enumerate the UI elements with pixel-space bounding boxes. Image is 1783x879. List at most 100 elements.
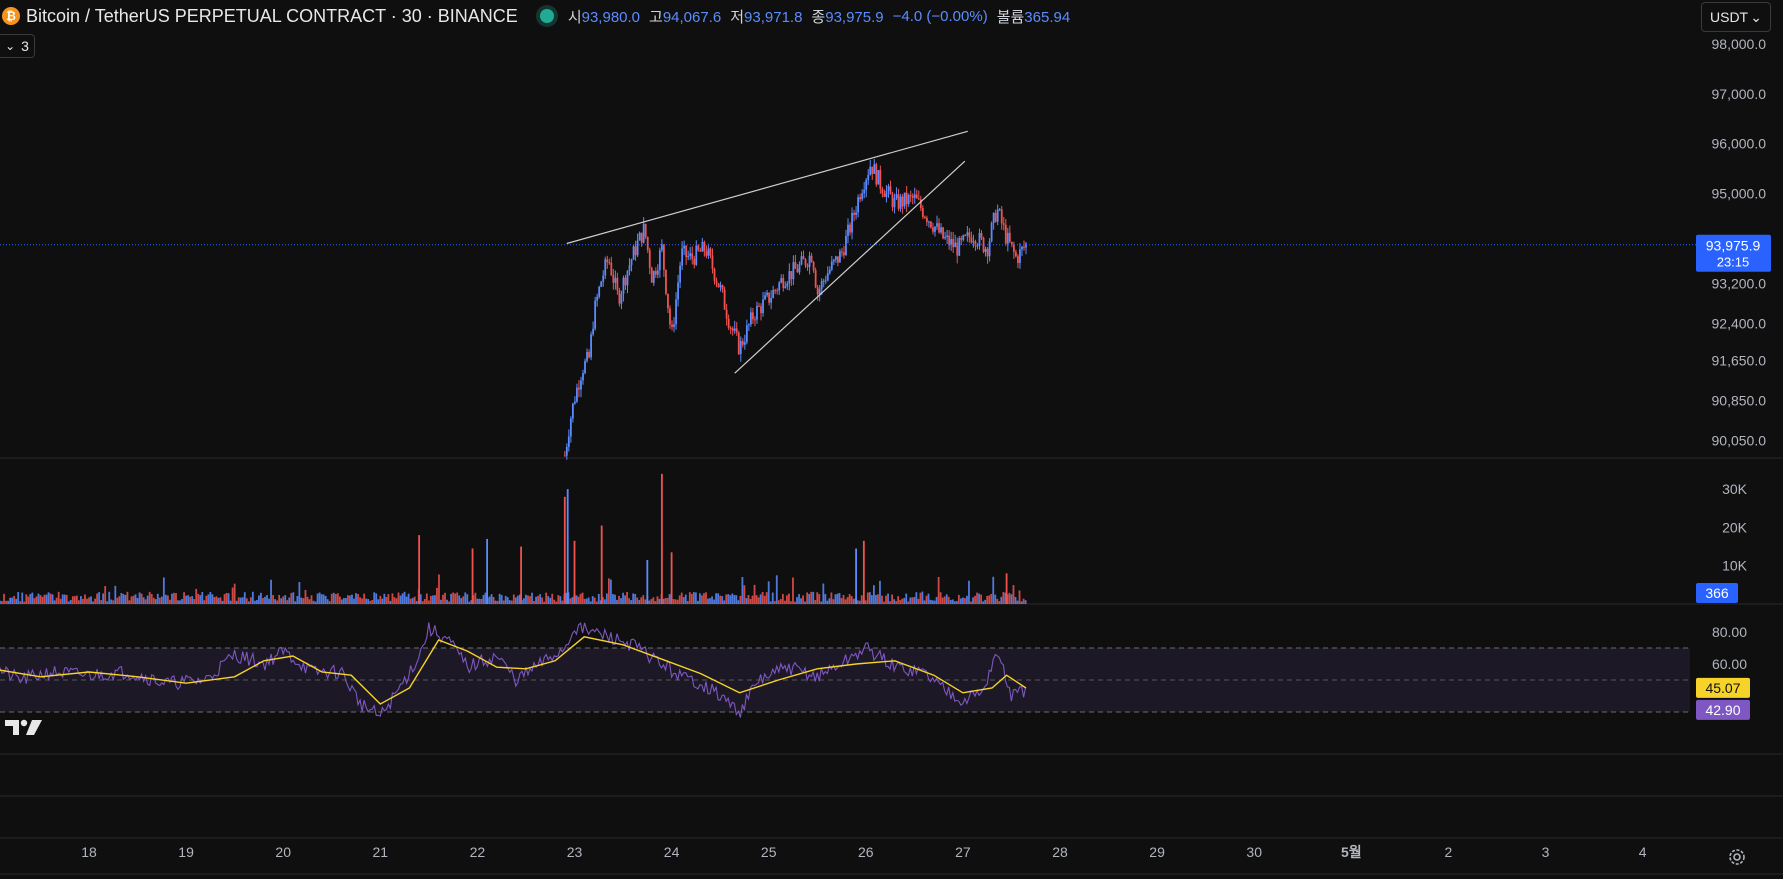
volume-bar bbox=[39, 595, 42, 604]
volume-bar bbox=[332, 592, 335, 604]
volume-bar bbox=[427, 600, 430, 604]
volume-bar bbox=[173, 592, 175, 604]
price-tick-label: 95,000.0 bbox=[1712, 186, 1767, 202]
candle bbox=[709, 248, 712, 256]
volume-bar bbox=[371, 600, 374, 604]
volume-bar bbox=[642, 595, 645, 604]
volume-bar bbox=[266, 595, 268, 604]
volume-bar bbox=[962, 597, 964, 604]
volume-bar bbox=[587, 597, 590, 604]
candle bbox=[725, 309, 728, 319]
candle bbox=[818, 289, 821, 295]
candle bbox=[847, 224, 849, 236]
volume-bar bbox=[274, 599, 277, 604]
volume-bar bbox=[1024, 600, 1027, 604]
volume-bar bbox=[342, 598, 345, 604]
volume-bar bbox=[743, 585, 746, 604]
tradingview-logo-icon[interactable] bbox=[4, 716, 44, 738]
candle bbox=[877, 170, 880, 185]
volume-bar bbox=[403, 591, 406, 604]
volume-bar bbox=[397, 592, 400, 604]
volume-bar bbox=[488, 596, 491, 604]
volume-bar bbox=[688, 592, 691, 604]
gear-icon[interactable] bbox=[1726, 846, 1748, 868]
volume-bar bbox=[816, 592, 819, 604]
volume-bar bbox=[304, 589, 307, 604]
candle bbox=[749, 312, 752, 325]
volume-bar bbox=[968, 580, 970, 604]
volume-bar bbox=[933, 600, 936, 604]
candle bbox=[604, 259, 607, 276]
volume-bar bbox=[844, 599, 847, 604]
currency-select[interactable]: USDT ⌄ bbox=[1701, 2, 1771, 32]
volume-bar bbox=[471, 548, 474, 604]
candle bbox=[907, 195, 910, 205]
trendline bbox=[566, 130, 968, 245]
volume-bar bbox=[506, 597, 509, 604]
volume-bar bbox=[474, 592, 477, 604]
volume-bar bbox=[901, 598, 904, 604]
volume-bar bbox=[494, 600, 497, 604]
candle bbox=[843, 252, 845, 256]
volume-bar bbox=[114, 585, 117, 604]
volume-bar bbox=[369, 600, 372, 604]
volume-bar bbox=[822, 583, 825, 604]
volume-bar bbox=[306, 596, 309, 604]
candle bbox=[964, 235, 967, 237]
volume-bar bbox=[27, 596, 30, 604]
volume-bar bbox=[104, 586, 107, 604]
volume-bar bbox=[19, 601, 22, 604]
candle bbox=[685, 245, 688, 258]
indicators-toggle[interactable]: ⌄ 3 bbox=[0, 34, 35, 58]
indicator-count: 3 bbox=[21, 38, 29, 54]
volume-bar bbox=[751, 595, 754, 604]
candle bbox=[758, 305, 760, 307]
candle bbox=[796, 268, 799, 273]
candle bbox=[782, 278, 785, 288]
x-tick-label: 21 bbox=[373, 844, 389, 860]
volume-bar bbox=[759, 594, 762, 604]
volume-bar bbox=[25, 594, 28, 604]
candle bbox=[938, 223, 940, 233]
volume-bar bbox=[379, 595, 382, 604]
volume-bar bbox=[660, 473, 663, 604]
volume-bar bbox=[870, 595, 873, 604]
volume-bar bbox=[227, 593, 230, 604]
candle bbox=[990, 223, 993, 242]
volume-bar bbox=[589, 601, 592, 604]
volume-bar bbox=[446, 599, 448, 604]
volume-bar bbox=[345, 597, 347, 604]
volume-bar bbox=[33, 598, 36, 604]
volume-bar bbox=[429, 595, 432, 604]
candle bbox=[677, 282, 679, 300]
volume-bar bbox=[148, 591, 151, 604]
volume-bar bbox=[757, 597, 760, 604]
candle bbox=[885, 190, 888, 197]
volume-bar bbox=[41, 596, 44, 604]
volume-bar bbox=[862, 540, 865, 604]
volume-bar bbox=[31, 592, 34, 604]
candle bbox=[940, 227, 942, 233]
volume-bar bbox=[215, 596, 218, 604]
candle bbox=[1012, 244, 1015, 252]
volume-bar bbox=[781, 593, 784, 604]
symbol-title[interactable]: Bitcoin / TetherUS PERPETUAL CONTRACT · … bbox=[26, 5, 518, 26]
volume-bar bbox=[600, 525, 603, 604]
volume-bar bbox=[253, 600, 256, 604]
volume-bar bbox=[189, 596, 192, 604]
candle bbox=[760, 306, 762, 314]
candle bbox=[626, 270, 629, 286]
volume-bar bbox=[638, 600, 641, 604]
volume-bar bbox=[381, 598, 384, 604]
candle bbox=[808, 255, 811, 267]
candle bbox=[571, 403, 574, 419]
bitcoin-icon[interactable]: ₿ bbox=[2, 7, 20, 25]
candle bbox=[596, 296, 599, 301]
volume-bar bbox=[624, 595, 626, 604]
volume-bar bbox=[919, 592, 922, 604]
candle bbox=[863, 189, 866, 194]
volume-bar bbox=[434, 595, 436, 604]
volume-bar bbox=[357, 594, 359, 604]
volume-bar bbox=[300, 597, 303, 604]
